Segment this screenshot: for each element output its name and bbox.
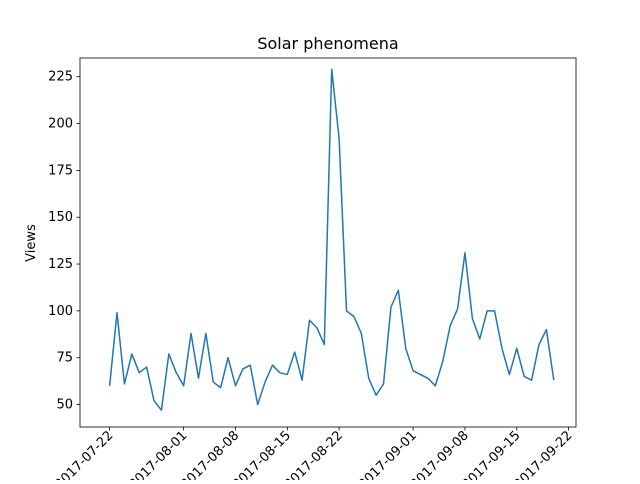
- chart-title: Solar phenomena: [257, 34, 398, 53]
- y-tick-label: 175: [48, 163, 73, 178]
- x-tick-label: 2017-09-01: [356, 428, 420, 480]
- plot-frame: [79, 57, 577, 428]
- y-tick-label: 150: [48, 210, 73, 225]
- x-tick-label: 2017-09-15: [460, 428, 524, 480]
- y-tick-label: 200: [48, 117, 73, 132]
- x-tick-label: 2017-08-08: [178, 428, 242, 480]
- x-tick-label: 2017-07-22: [52, 428, 116, 480]
- x-tick-label: 2017-09-22: [511, 428, 575, 480]
- y-axis-label: Views: [24, 224, 39, 262]
- y-tick-label: 225: [48, 70, 73, 85]
- y-tick-label: 75: [56, 351, 73, 366]
- series-line-0: [108, 68, 555, 411]
- x-tick-label: 2017-08-15: [230, 428, 294, 480]
- y-tick-label: 100: [48, 304, 73, 319]
- x-tick-label: 2017-08-01: [126, 428, 190, 480]
- y-tick-label: 125: [48, 257, 73, 272]
- y-tick-label: 50: [56, 398, 73, 413]
- x-tick-label: 2017-08-22: [282, 428, 346, 480]
- x-tick-label: 2017-09-08: [408, 428, 472, 480]
